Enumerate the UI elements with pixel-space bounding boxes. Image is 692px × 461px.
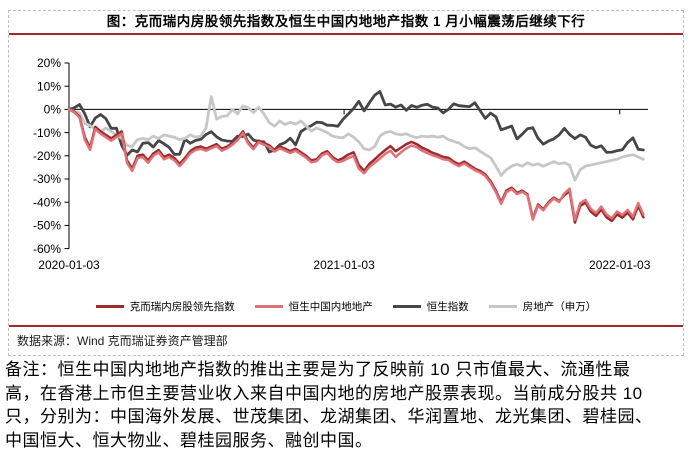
y-tick-label: -40% (33, 195, 61, 209)
legend-label: 恒生指数 (426, 300, 469, 313)
x-tick-label: 2021-01-03 (313, 258, 375, 272)
y-tick-label: 10% (37, 79, 61, 93)
y-tick-label: 20% (37, 56, 61, 70)
data-source: 数据来源：Wind 克而瑞证券资产管理部 (17, 334, 228, 348)
y-tick-label: -60% (33, 242, 61, 256)
figure-box: 图：克而瑞内房股领先指数及恒生中国内地地产指数 1 月小幅震荡后继续下行 20%… (8, 10, 684, 356)
line-chart: 20% 10% 0% -10% -20% -30% -40% -50% -60% 2020-01-… (33, 56, 651, 272)
series-line-0 (67, 108, 645, 224)
source-row: 数据来源：Wind 克而瑞证券资产管理部 (9, 325, 683, 355)
legend-label: 克而瑞内房股领先指数 (129, 300, 235, 313)
legend-line-marker (488, 304, 517, 308)
legend-line-marker (254, 304, 283, 308)
legend-item: 恒生中国内地地产 (254, 299, 373, 314)
chart-legend: 克而瑞内房股领先指数 恒生中国内地地产 恒生指数 房地产（申万） (9, 295, 683, 317)
legend-line-marker (392, 304, 421, 308)
series-line-3 (67, 95, 645, 182)
legend-label: 恒生中国内地地产 (288, 300, 373, 313)
legend-line-marker (95, 304, 124, 308)
legend-item: 恒生指数 (392, 299, 469, 314)
legend-label: 房地产（申万） (522, 300, 597, 313)
y-tick-label: -10% (33, 126, 61, 140)
legend-item: 房地产（申万） (488, 299, 597, 314)
x-tick-label: 2022-01-03 (589, 258, 651, 272)
y-tick-label: 0% (44, 103, 62, 117)
y-tick-label: -50% (33, 219, 61, 233)
x-tick-label: 2020-01-03 (38, 258, 100, 272)
figure-title: 图：克而瑞内房股领先指数及恒生中国内地地产指数 1 月小幅震荡后继续下行 (9, 11, 683, 35)
legend-item: 克而瑞内房股领先指数 (95, 299, 235, 314)
series-line-2 (67, 90, 645, 157)
figure-note: 备注：恒生中国内地地产指数的推出主要是为了反映前 10 只市值最大、流通性最 高… (5, 360, 653, 450)
series-line-1 (67, 108, 645, 222)
y-tick-label: -20% (33, 149, 61, 163)
y-tick-label: -30% (33, 172, 61, 186)
